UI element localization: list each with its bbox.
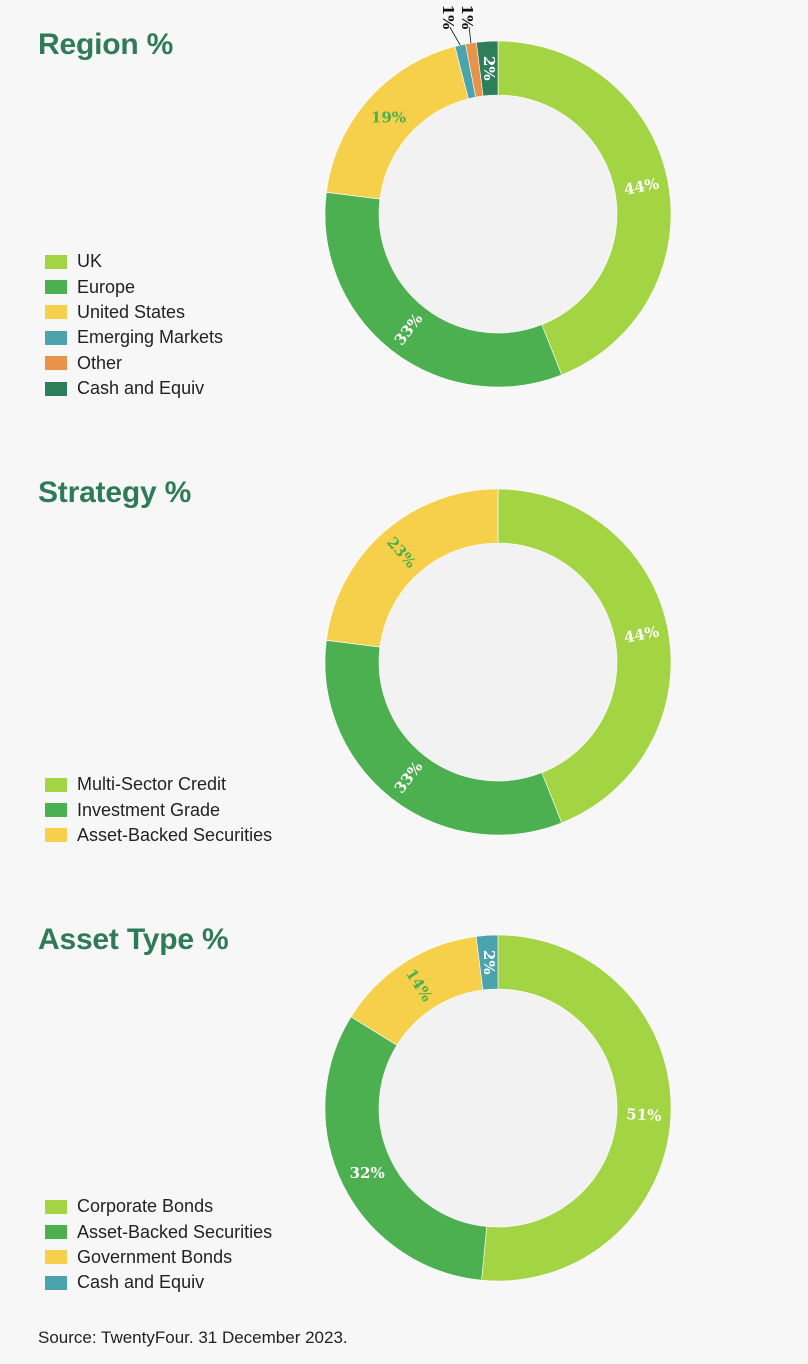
region-leader-emerging-markets	[449, 26, 461, 46]
asset-type-legend: Corporate Bonds Asset-Backed Securities Go…	[45, 1194, 272, 1296]
strategy-slice-investment-grade	[324, 639, 563, 836]
region-legend-swatch	[45, 356, 67, 371]
region-legend-label: UK	[77, 251, 103, 272]
region-legend-item-other: Other	[45, 351, 223, 376]
asset-type-legend-label: Government Bonds	[77, 1246, 233, 1267]
asset-type-legend-label: Asset-Backed Securities	[77, 1221, 273, 1242]
strategy-legend-label: Investment Grade	[77, 799, 221, 820]
region-legend-item-cash-and-equiv: Cash and Equiv	[45, 376, 223, 401]
strategy-legend-swatch	[45, 777, 67, 792]
region-label-other: 1%	[458, 5, 476, 30]
region-legend-swatch	[45, 254, 67, 269]
asset-type-legend-swatch	[45, 1275, 67, 1290]
region-legend-swatch	[45, 305, 67, 320]
asset-type-legend-item-cash-and-equiv: Cash and Equiv	[45, 1270, 272, 1295]
asset-type-legend-label: Corporate Bonds	[77, 1196, 214, 1217]
strategy-legend-label: Asset-Backed Securities	[77, 824, 273, 845]
region-legend-label: Cash and Equiv	[77, 378, 205, 399]
region-legend-item-united-states: United States	[45, 300, 223, 325]
asset-type-slice-cash-and-equiv	[475, 934, 499, 991]
asset-type-legend-swatch	[45, 1250, 67, 1265]
region-legend-label: Other	[77, 352, 123, 373]
region-slice-cash-and-equiv	[475, 40, 499, 97]
strategy-legend: Multi-Sector Credit Investment Grade Asset…	[45, 772, 272, 848]
region-legend: UK Europe United States Emerging Markets Oth…	[45, 249, 223, 401]
strategy-title: Strategy %	[38, 476, 192, 509]
strategy-slice-multi-sector-credit	[497, 488, 672, 824]
asset-type-label-cash-and-equiv: 2%	[480, 950, 498, 975]
asset-type-donut-chart: 51%32%14%2%	[324, 934, 672, 1282]
region-label-united-states: 19%	[371, 108, 406, 126]
strategy-legend-item-investment-grade: Investment Grade	[45, 797, 272, 822]
region-legend-swatch	[45, 280, 67, 295]
region-donut-chart: 44%33%19%1% 1%2%	[324, 5, 672, 388]
asset-type-title: Asset Type %	[38, 923, 229, 956]
region-legend-item-uk: UK	[45, 249, 223, 274]
region-legend-item-europe: Europe	[45, 274, 223, 299]
strategy-donut-hole	[379, 543, 617, 781]
region-donut-hole	[379, 95, 617, 333]
region-legend-swatch	[45, 381, 67, 396]
strategy-legend-swatch	[45, 828, 67, 843]
asset-type-legend-swatch	[45, 1199, 67, 1214]
source-note: Source: TwentyFour. 31 December 2023.	[38, 1328, 348, 1347]
region-label-cash-and-equiv: 2%	[480, 56, 498, 81]
region-slice-uk	[497, 40, 672, 376]
strategy-legend-item-asset-backed-securities: Asset-Backed Securities	[45, 823, 272, 848]
region-slice-europe	[324, 191, 563, 388]
region-legend-label: United States	[77, 301, 186, 322]
region-legend-item-emerging-markets: Emerging Markets	[45, 325, 223, 350]
asset-type-slice-asset-backed-securities	[324, 1016, 488, 1281]
asset-type-legend-item-government-bonds: Government Bonds	[45, 1245, 272, 1270]
region-legend-label: Emerging Markets	[77, 327, 224, 348]
asset-type-donut-hole	[379, 989, 617, 1227]
asset-type-legend-item-asset-backed-securities: Asset-Backed Securities	[45, 1219, 272, 1244]
region-label-emerging-markets: 1%	[439, 5, 457, 30]
asset-type-legend-item-corporate-bonds: Corporate Bonds	[45, 1194, 272, 1219]
asset-type-slice-corporate-bonds	[481, 934, 672, 1282]
asset-type-label-corporate-bonds: 51%	[626, 1105, 662, 1125]
region-leader-other	[468, 26, 472, 44]
strategy-donut-chart: 44%33%23%	[324, 488, 672, 836]
strategy-slice-asset-backed-securities	[326, 488, 499, 648]
strategy-legend-swatch	[45, 803, 67, 818]
region-legend-swatch	[45, 330, 67, 345]
region-legend-label: Europe	[77, 276, 136, 297]
asset-type-label-asset-backed-securities: 32%	[350, 1164, 385, 1182]
strategy-legend-item-multi-sector-credit: Multi-Sector Credit	[45, 772, 272, 797]
asset-type-legend-swatch	[45, 1225, 67, 1240]
asset-type-legend-label: Cash and Equiv	[77, 1272, 205, 1293]
region-title: Region %	[38, 28, 174, 61]
strategy-legend-label: Multi-Sector Credit	[77, 774, 227, 795]
